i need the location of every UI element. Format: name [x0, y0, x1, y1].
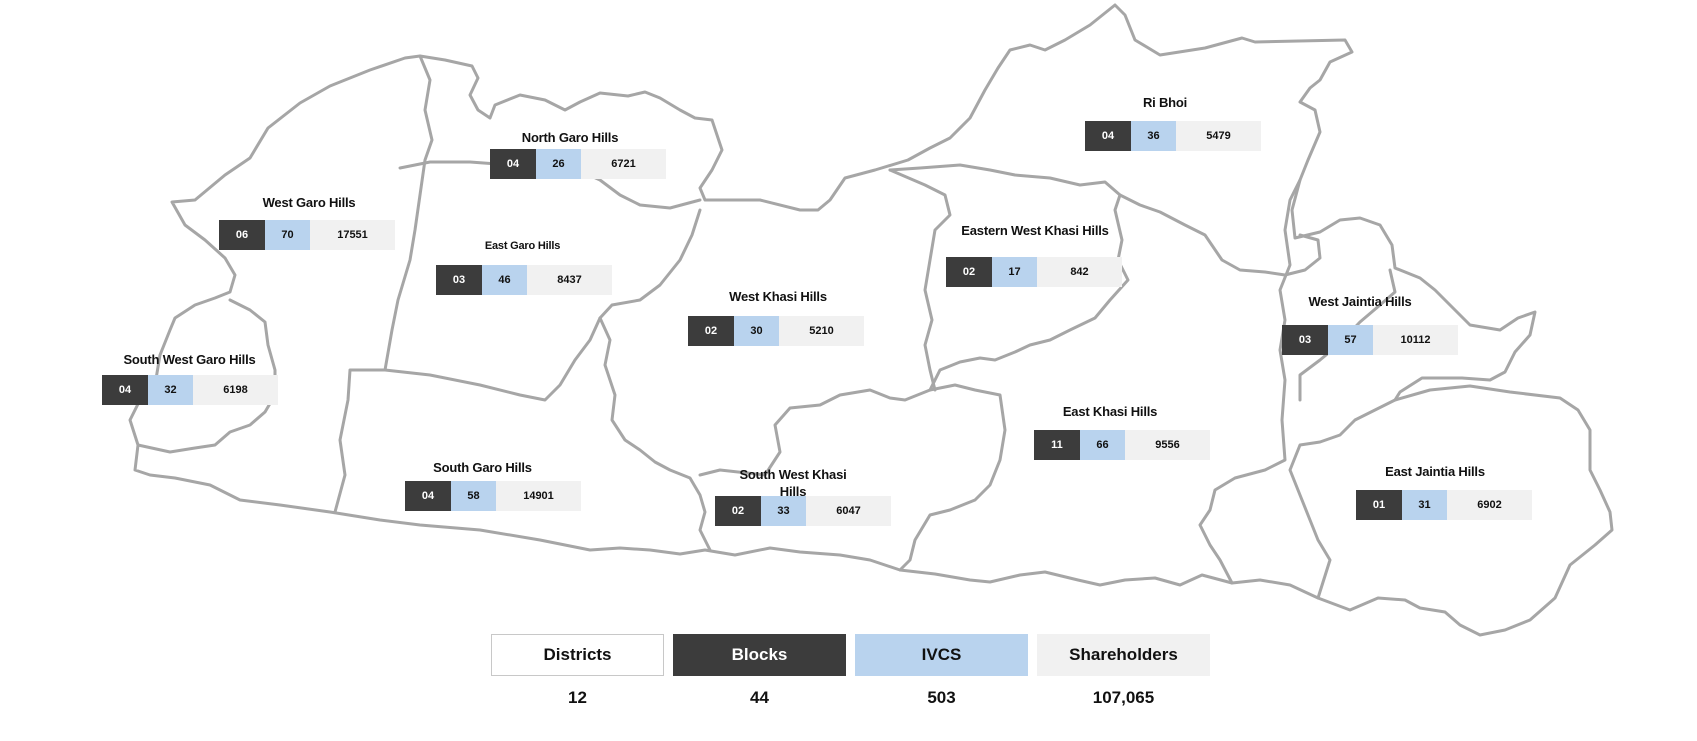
district-stats-west-jaintia-hills: 03 57 10112: [1282, 325, 1458, 355]
ivcs-value: 26: [536, 149, 581, 179]
district-name-south-west-garo-hills: South West Garo Hills: [123, 352, 256, 367]
blocks-value: 04: [405, 481, 451, 511]
ivcs-value: 36: [1131, 121, 1176, 151]
legend-blocks-label: Blocks: [731, 645, 788, 664]
legend-blocks-box: Blocks: [673, 634, 846, 676]
district-stats-east-khasi-hills: 11 66 9556: [1034, 430, 1210, 460]
shareholders-value: 842: [1037, 257, 1122, 287]
boundary-west-garo-east: [333, 54, 434, 514]
ivcs-value: 17: [992, 257, 1037, 287]
shareholders-value: 10112: [1373, 325, 1458, 355]
district-stats-east-garo-hills: 03 46 8437: [436, 265, 612, 295]
ivcs-value: 32: [148, 375, 193, 405]
blocks-value: 02: [715, 496, 761, 526]
state-boundary: [128, 3, 1614, 637]
shareholders-value: 14901: [496, 481, 581, 511]
boundary-ri-bhoi: [1118, 193, 1322, 277]
blocks-value: 03: [436, 265, 482, 295]
district-stats-south-garo-hills: 04 58 14901: [405, 481, 581, 511]
district-name-west-khasi-hills: West Khasi Hills: [729, 289, 827, 304]
blocks-value: 04: [102, 375, 148, 405]
shareholders-value: 5479: [1176, 121, 1261, 151]
district-stats-west-garo-hills: 06 70 17551: [219, 220, 395, 250]
boundary-jaintia-west: [1198, 178, 1302, 585]
total-ivcs-value: 503: [927, 688, 956, 707]
shareholders-value: 6047: [806, 496, 891, 526]
blocks-value: 02: [946, 257, 992, 287]
district-name-west-jaintia-hills: West Jaintia Hills: [1308, 294, 1412, 309]
blocks-value: 02: [688, 316, 734, 346]
legend-districts-label: Districts: [543, 645, 612, 664]
district-name-south-garo-hills: South Garo Hills: [433, 460, 532, 475]
legend-ivcs-label: IVCS: [921, 645, 962, 664]
blocks-value: 03: [1282, 325, 1328, 355]
shareholders-value: 5210: [779, 316, 864, 346]
blocks-value: 01: [1356, 490, 1402, 520]
boundary-ewk-west: [888, 168, 952, 392]
ivcs-value: 33: [761, 496, 806, 526]
ivcs-value: 58: [451, 481, 496, 511]
district-name-west-garo-hills: West Garo Hills: [262, 195, 356, 210]
total-blocks-value: 44: [750, 688, 769, 707]
ivcs-value: 46: [482, 265, 527, 295]
boundary-ej-west: [1288, 398, 1397, 600]
blocks-value: 04: [1085, 121, 1131, 151]
district-name-north-garo-hills: North Garo Hills: [521, 130, 619, 145]
district-name-ri-bhoi: Ri Bhoi: [1142, 95, 1188, 110]
legend-districts-box: Districts: [491, 634, 664, 676]
district-stats-south-west-garo-hills: 04 32 6198: [102, 375, 278, 405]
ivcs-value: 70: [265, 220, 310, 250]
boundary-sw-garo: [136, 298, 277, 454]
shareholders-value: 6902: [1447, 490, 1532, 520]
district-stats-north-garo-hills: 04 26 6721: [490, 149, 666, 179]
district-stats-west-khasi-hills: 02 30 5210: [688, 316, 864, 346]
legend-shareholders-box: Shareholders: [1037, 634, 1210, 676]
district-name-east-garo-hills: East Garo Hills: [484, 240, 561, 252]
shareholders-value: 6198: [193, 375, 278, 405]
district-name-east-jaintia-hills: East Jaintia Hills: [1385, 464, 1485, 479]
shareholders-value: 8437: [527, 265, 612, 295]
legend-shareholders-label: Shareholders: [1069, 645, 1178, 664]
ivcs-value: 66: [1080, 430, 1125, 460]
district-stats-ri-bhoi: 04 36 5479: [1085, 121, 1261, 151]
total-shareholders-value: 107,065: [1092, 688, 1155, 707]
district-stats-east-jaintia-hills: 01 31 6902: [1356, 490, 1532, 520]
district-name-south-west-khasi-hills: South West Khasi Hills: [739, 467, 847, 499]
blocks-value: 11: [1034, 430, 1080, 460]
district-name-east-khasi-hills: East Khasi Hills: [1062, 404, 1158, 419]
boundary-eastern-west-khasi: [888, 163, 1130, 392]
boundary-west-khasi-south: [698, 383, 1007, 572]
district-name-eastern-west-khasi-hills: Eastern West Khasi Hills: [961, 223, 1109, 238]
ivcs-value: 57: [1328, 325, 1373, 355]
ivcs-value: 31: [1402, 490, 1447, 520]
district-stats-eastern-west-khasi-hills: 02 17 842: [946, 257, 1122, 287]
blocks-value: 06: [219, 220, 265, 250]
boundary-south-garo-east: [598, 316, 712, 552]
legend-ivcs-box: IVCS: [855, 634, 1028, 676]
blocks-value: 04: [490, 149, 536, 179]
district-stats-south-west-khasi-hills: 02 33 6047: [715, 496, 891, 526]
total-districts-value: 12: [568, 688, 587, 707]
shareholders-value: 6721: [581, 149, 666, 179]
shareholders-value: 9556: [1125, 430, 1210, 460]
boundary-east-garo-south: [383, 208, 702, 402]
shareholders-value: 17551: [310, 220, 395, 250]
ivcs-value: 30: [734, 316, 779, 346]
